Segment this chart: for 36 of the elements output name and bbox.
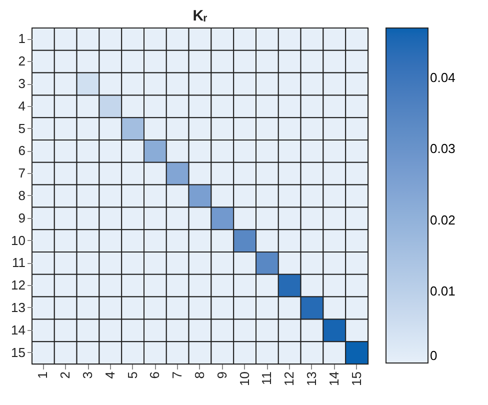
- x-tick-label: 2: [58, 372, 73, 379]
- x-tick-label: 8: [192, 372, 207, 379]
- x-tick-label: 10: [236, 372, 252, 386]
- y-tick-label: 15: [11, 344, 26, 360]
- y-tick-label: 12: [11, 278, 26, 293]
- x-tick-label: 11: [259, 372, 274, 385]
- y-tick-label: 6: [18, 143, 26, 158]
- color-bar-label: 0.02: [430, 212, 456, 228]
- x-tick-label: 1: [35, 372, 50, 379]
- y-tick-label: 13: [11, 300, 26, 315]
- color-bar-label: 0.01: [430, 284, 456, 299]
- x-tick-label: 14: [326, 372, 342, 386]
- y-tick-label: 8: [18, 188, 26, 203]
- y-tick-label: 9: [18, 210, 26, 226]
- y-tick-label: 1: [18, 31, 26, 46]
- x-tick-label: 4: [102, 372, 118, 379]
- x-tick-label: 9: [214, 372, 230, 379]
- x-tick-label: 7: [170, 372, 185, 379]
- x-tick-label: 15: [348, 372, 364, 386]
- x-tick-label: 5: [124, 372, 140, 379]
- y-tick-label: 5: [18, 120, 26, 136]
- color-bar-label: 0: [430, 348, 438, 363]
- y-tick-label: 7: [18, 166, 26, 181]
- x-tick-label: 6: [147, 372, 162, 379]
- x-tick-label: 13: [304, 372, 319, 386]
- y-tick-label: 14: [11, 322, 26, 338]
- y-tick-label: 10: [11, 232, 26, 248]
- color-bar-label: 0.04: [430, 70, 456, 85]
- x-tick-label: 3: [80, 372, 95, 379]
- x-tick-label: 12: [282, 372, 297, 386]
- y-tick-label: 4: [18, 98, 26, 114]
- chart-title: Kᵣ: [192, 8, 208, 24]
- y-tick-label: 3: [18, 76, 26, 91]
- color-bar-label: 0.03: [430, 141, 456, 156]
- y-tick-label: 2: [18, 54, 26, 69]
- y-tick-label: 11: [12, 255, 26, 270]
